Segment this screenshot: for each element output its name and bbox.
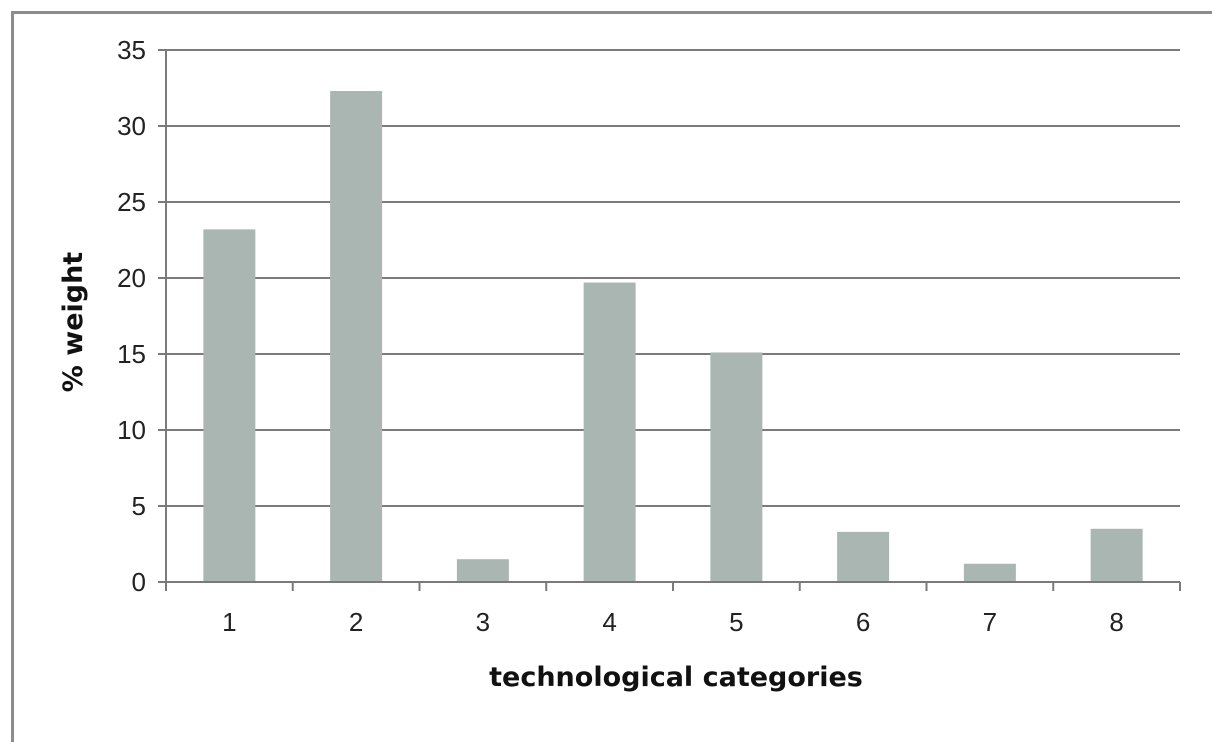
y-tick-labels: 0 5 10 15 20 25 30 35 <box>117 35 146 597</box>
bar-6 <box>837 531 890 582</box>
bar-7 <box>963 563 1016 582</box>
bar-3 <box>456 559 509 582</box>
axes <box>158 49 1181 591</box>
bar-8 <box>1090 528 1143 582</box>
y-tick-label: 5 <box>132 491 146 521</box>
x-tick-label: 5 <box>729 607 743 637</box>
y-tick-label: 20 <box>117 263 146 293</box>
x-tick-labels: 1 2 3 4 5 6 7 8 <box>222 607 1124 637</box>
x-tick-label: 7 <box>983 607 997 637</box>
bar-4 <box>583 282 636 582</box>
x-tick-label: 6 <box>856 607 870 637</box>
x-tick-label: 3 <box>476 607 490 637</box>
y-tick-label: 0 <box>132 567 146 597</box>
y-tick-label: 15 <box>117 339 146 369</box>
x-tick-label: 2 <box>349 607 363 637</box>
x-tick-label: 1 <box>222 607 236 637</box>
y-tick-label: 25 <box>117 187 146 217</box>
x-axis-title: technological categories <box>489 662 863 693</box>
y-axis-title: % weight <box>58 252 89 393</box>
bar-1 <box>203 229 256 583</box>
x-tick-label: 4 <box>602 607 616 637</box>
bar-2 <box>330 91 383 582</box>
y-tick-label: 35 <box>117 35 146 65</box>
y-tick-label: 30 <box>117 111 146 141</box>
y-tick-label: 10 <box>117 415 146 445</box>
chart-frame <box>11 11 1212 742</box>
bar-5 <box>710 352 763 582</box>
x-tick-label: 8 <box>1109 607 1123 637</box>
bars <box>203 91 1143 583</box>
gridlines <box>166 49 1180 507</box>
